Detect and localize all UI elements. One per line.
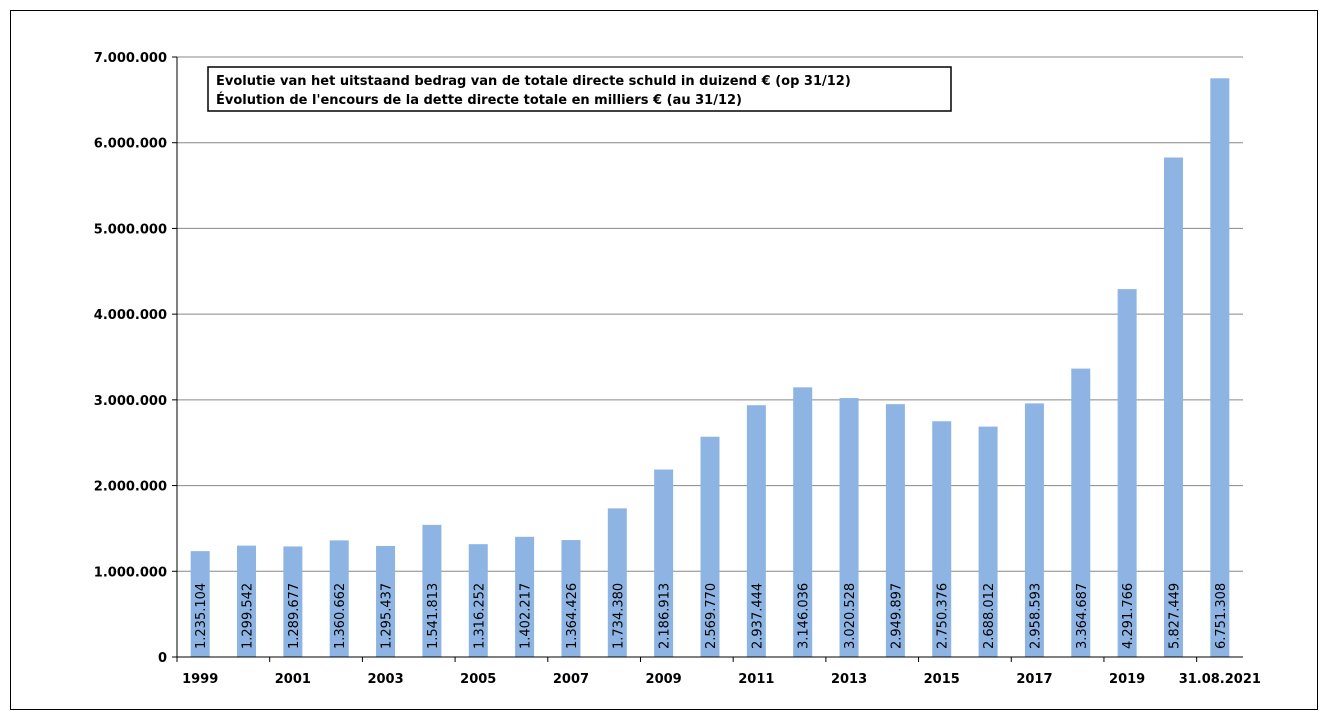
bar bbox=[793, 387, 813, 657]
gridlines bbox=[177, 56, 1243, 572]
chart-title-line-2: Évolution de l'encours de la dette direc… bbox=[216, 92, 742, 108]
chart-frame: 0 1.000.000 2.000.000 3.000.000 4.000.000 5.0… bbox=[10, 10, 1318, 710]
data-label: 1.364.426 bbox=[565, 583, 580, 649]
bar bbox=[1071, 368, 1091, 657]
y-tick-label: 2.000.000 bbox=[94, 480, 167, 495]
bar-chart: 0 1.000.000 2.000.000 3.000.000 4.000.000 5.0… bbox=[94, 51, 1261, 687]
bar bbox=[283, 546, 303, 657]
bar bbox=[1210, 78, 1230, 657]
data-label: 1.235.104 bbox=[194, 583, 209, 649]
bar bbox=[978, 426, 998, 657]
bar bbox=[700, 436, 720, 657]
data-label: 2.937.444 bbox=[750, 583, 765, 649]
data-label: 1.734.380 bbox=[611, 583, 626, 649]
data-label: 1.316.252 bbox=[472, 583, 487, 649]
y-tick-label: 6.000.000 bbox=[94, 137, 167, 152]
bar bbox=[654, 469, 674, 657]
bar bbox=[1117, 289, 1137, 657]
bar bbox=[190, 551, 210, 657]
data-label: 2.688.012 bbox=[982, 583, 997, 649]
y-tick-label: 5.000.000 bbox=[94, 222, 167, 237]
x-tick-label: 2009 bbox=[646, 672, 682, 687]
data-label: 3.146.036 bbox=[797, 583, 812, 649]
data-label: 2.949.897 bbox=[889, 583, 904, 649]
x-tick-label: 2007 bbox=[553, 672, 589, 687]
x-tick-label: 2013 bbox=[831, 672, 867, 687]
bar bbox=[329, 540, 349, 657]
x-tick-label: 2019 bbox=[1109, 672, 1145, 687]
data-label: 5.827.449 bbox=[1167, 583, 1182, 649]
data-label: 2.750.376 bbox=[936, 583, 951, 649]
chart-title-box: Evolutie van het uitstaand bedrag van de… bbox=[207, 66, 952, 112]
data-label: 1.402.217 bbox=[519, 583, 534, 649]
y-axis-ticks: 0 1.000.000 2.000.000 3.000.000 4.000.000 5.0… bbox=[94, 51, 177, 666]
axes bbox=[176, 57, 1243, 658]
y-tick-label: 3.000.000 bbox=[94, 394, 167, 409]
x-tick-label: 1999 bbox=[182, 672, 218, 687]
x-axis-ticks: 1999 2001 2003 2005 2007 2009 2011 2013 2015 2017… bbox=[176, 657, 1261, 687]
bar bbox=[746, 405, 766, 657]
chart-title-line-1: Evolutie van het uitstaand bedrag van de… bbox=[216, 74, 851, 89]
x-tick-label: 2003 bbox=[367, 672, 403, 687]
data-label: 2.569.770 bbox=[704, 583, 719, 649]
data-label: 1.360.662 bbox=[333, 583, 348, 649]
bar bbox=[1024, 403, 1044, 657]
data-label: 6.751.308 bbox=[1214, 583, 1229, 649]
bar bbox=[468, 544, 488, 657]
data-label: 1.299.542 bbox=[241, 583, 256, 649]
bars bbox=[190, 78, 1230, 657]
y-tick-label: 0 bbox=[158, 651, 167, 666]
x-tick-label: 31.08.2021 bbox=[1179, 672, 1261, 687]
x-tick-label: 2005 bbox=[460, 672, 496, 687]
data-label: 2.186.913 bbox=[658, 583, 673, 649]
data-labels: 1.235.104 1.299.542 1.289.677 1.360.662 1.29… bbox=[194, 583, 1229, 649]
x-tick-label: 2011 bbox=[738, 672, 774, 687]
data-label: 2.958.593 bbox=[1028, 583, 1043, 649]
y-tick-label: 1.000.000 bbox=[94, 565, 167, 580]
data-label: 4.291.766 bbox=[1121, 583, 1136, 649]
data-label: 1.289.677 bbox=[287, 583, 302, 649]
x-tick-label: 2015 bbox=[924, 672, 960, 687]
bar bbox=[1163, 157, 1183, 657]
data-label: 3.020.528 bbox=[843, 583, 858, 649]
bar bbox=[607, 508, 627, 657]
bar bbox=[839, 398, 859, 657]
bar bbox=[932, 421, 952, 657]
bar bbox=[376, 545, 396, 657]
bar bbox=[561, 540, 581, 657]
data-label: 3.364.687 bbox=[1075, 583, 1090, 649]
bar bbox=[885, 404, 905, 657]
bar bbox=[422, 524, 442, 657]
y-tick-label: 7.000.000 bbox=[94, 51, 167, 66]
title-box-border bbox=[207, 66, 952, 112]
y-tick-label: 4.000.000 bbox=[94, 308, 167, 323]
bar bbox=[237, 545, 257, 657]
data-label: 1.295.437 bbox=[380, 583, 395, 649]
bar bbox=[515, 536, 535, 657]
x-tick-label: 2001 bbox=[275, 672, 311, 687]
data-label: 1.541.813 bbox=[426, 583, 441, 649]
x-tick-label: 2017 bbox=[1016, 672, 1052, 687]
